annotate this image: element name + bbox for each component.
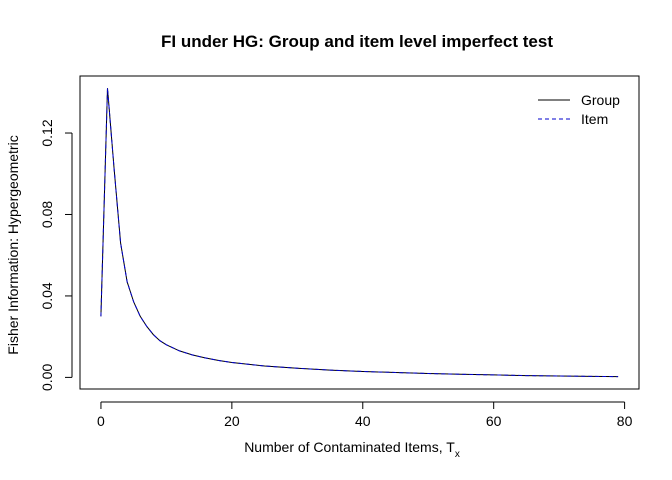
chart-title: FI under HG: Group and item level imperf…: [161, 32, 553, 51]
x-axis-label-subscript: x: [455, 449, 460, 460]
y-tick-label: 0.12: [39, 119, 55, 146]
x-axis: 0 20 40 60 80: [97, 401, 633, 429]
x-axis-label-var: T: [446, 439, 455, 455]
y-tick-label: 0.08: [39, 201, 55, 228]
x-axis-label: Number of Contaminated Items, Tx: [244, 439, 460, 460]
legend: Group Item: [538, 92, 620, 127]
legend-label-item: Item: [581, 111, 608, 127]
y-axis-label: Fisher Information: Hypergeometric: [5, 135, 21, 354]
series-line-item: [100, 88, 619, 378]
series-layer: [100, 88, 619, 378]
y-tick-label: 0.00: [39, 364, 55, 391]
legend-label-group: Group: [581, 92, 620, 108]
series-line-group: [100, 88, 619, 378]
x-tick-label: 60: [486, 413, 502, 429]
y-tick-label: 0.04: [39, 282, 55, 309]
x-axis-label-text: Number of Contaminated Items,: [244, 439, 446, 455]
x-tick-label: 40: [355, 413, 371, 429]
plot-frame: [79, 75, 640, 390]
y-axis: 0.00 0.04 0.08 0.12: [39, 119, 73, 391]
x-tick-label: 0: [97, 413, 105, 429]
x-tick-label: 80: [617, 413, 633, 429]
x-tick-label: 20: [224, 413, 240, 429]
